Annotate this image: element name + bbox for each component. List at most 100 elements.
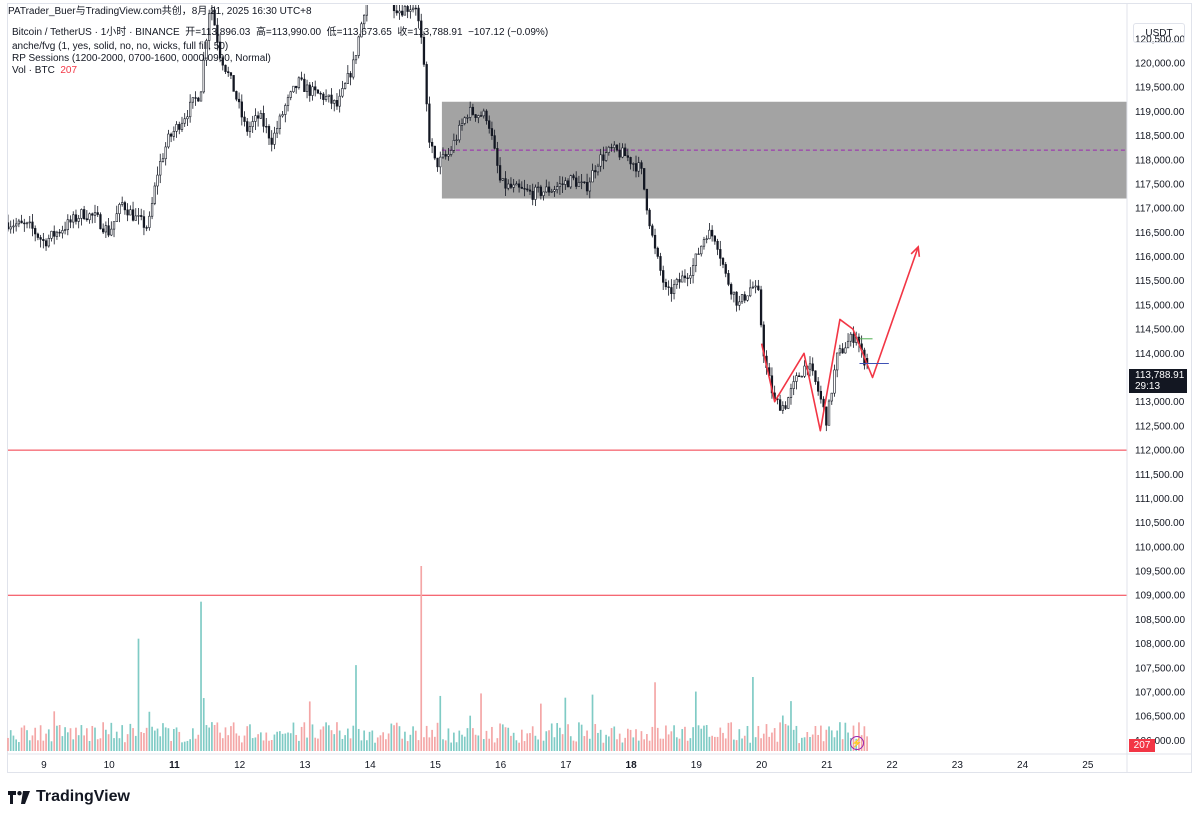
- candle-down: [314, 86, 317, 91]
- currency-button[interactable]: USDT: [1133, 23, 1185, 43]
- candle-up: [604, 152, 608, 161]
- volume-bar: [398, 726, 401, 751]
- volume-bar: [803, 737, 806, 751]
- candle-up: [251, 121, 254, 127]
- volume-bar: [303, 722, 306, 751]
- x-tick-label: 9: [41, 760, 47, 771]
- candle-down: [670, 287, 673, 295]
- symbol-legend: Bitcoin / TetherUS · 1小时 · BINANCE 开=113…: [12, 27, 548, 39]
- candle-up: [827, 400, 831, 426]
- volume-bar: [675, 737, 678, 751]
- volume-bar: [553, 737, 556, 751]
- volume-bar: [635, 729, 637, 751]
- candle-down: [531, 190, 534, 200]
- volume-bar: [132, 728, 134, 751]
- candle-up: [129, 209, 132, 216]
- volume-bar: [145, 727, 148, 751]
- volume-bar: [697, 725, 700, 751]
- volume-bar: [733, 739, 735, 751]
- candle-down: [349, 73, 352, 78]
- volume-bar: [439, 695, 442, 751]
- candle-down: [262, 113, 265, 127]
- candle-up: [789, 388, 793, 398]
- volume-bar: [28, 740, 31, 751]
- candle-up: [792, 381, 795, 389]
- volume-bar: [9, 730, 12, 751]
- candle-up: [202, 59, 205, 93]
- volume-bar: [863, 726, 866, 751]
- candle-down: [814, 370, 817, 382]
- candle-up: [477, 115, 480, 118]
- candle-up: [341, 88, 344, 97]
- candle-down: [719, 249, 722, 259]
- volume-bar: [31, 735, 34, 751]
- candle-up: [254, 115, 257, 122]
- volume-bar: [281, 733, 284, 751]
- candle-up: [738, 301, 741, 306]
- candle-up: [55, 231, 59, 237]
- volume-bar: [779, 722, 781, 751]
- candle-down: [825, 406, 828, 426]
- candle-down: [270, 137, 273, 145]
- candle-down: [496, 148, 499, 166]
- indicator-sessions-legend[interactable]: RP Sessions (1200-2000, 0700-1600, 0000-…: [12, 53, 271, 64]
- volume-bar: [716, 736, 719, 751]
- volume-bar: [23, 725, 26, 751]
- candle-down: [420, 20, 423, 38]
- volume-bar: [224, 727, 227, 751]
- volume-bar: [58, 725, 61, 751]
- indicator-fvg-legend[interactable]: anche/fvg (1, yes, solid, no, no, wicks,…: [12, 41, 229, 52]
- candle-down: [256, 115, 260, 119]
- projection-arrowhead: [910, 245, 921, 257]
- change-value: −107.12 (−0.09%): [468, 27, 549, 38]
- y-tick-label: 111,500.00: [1135, 470, 1184, 481]
- volume-bar: [643, 739, 646, 751]
- volume-label: Vol · BTC: [12, 65, 55, 76]
- volume-bar: [610, 728, 613, 751]
- volume-bar: [216, 722, 219, 751]
- volume-bar: [110, 722, 113, 751]
- candle-up: [189, 101, 192, 118]
- candle-up: [439, 156, 442, 168]
- candle-up: [175, 124, 178, 132]
- volume-bar: [175, 727, 178, 751]
- candle-up: [167, 133, 170, 148]
- volume-bar: [550, 723, 553, 751]
- volume-legend[interactable]: Vol · BTC 207: [12, 65, 77, 77]
- lightning-icon[interactable]: ⚡: [850, 736, 864, 750]
- x-tick-label: 21: [821, 760, 833, 771]
- volume-bar: [172, 729, 175, 751]
- symbol-line[interactable]: Bitcoin / TetherUS · 1小时 · BINANCE: [12, 27, 180, 38]
- candle-down: [716, 240, 719, 250]
- candle-up: [708, 229, 711, 240]
- volume-bar: [455, 742, 458, 751]
- x-tick-label: 23: [952, 760, 964, 771]
- open-value: 开=113,896.03: [185, 27, 251, 38]
- volume-bar: [724, 738, 727, 751]
- candle-down: [20, 220, 23, 224]
- candle-up: [803, 365, 806, 377]
- candle-down: [629, 157, 632, 165]
- volume-bar: [333, 734, 336, 751]
- y-tick-label: 108,500.00: [1135, 615, 1185, 626]
- volume-bar: [700, 728, 703, 751]
- x-tick-label: 13: [299, 760, 311, 771]
- volume-bar: [578, 722, 580, 751]
- volume-bar: [428, 737, 431, 751]
- candle-up: [159, 161, 162, 176]
- candle-up: [183, 118, 186, 124]
- candle-down: [561, 183, 564, 185]
- volume-bar: [743, 735, 746, 751]
- volume-bar: [186, 740, 189, 751]
- candle-down: [69, 219, 72, 223]
- volume-bar: [588, 738, 591, 751]
- close-value: 收=113,788.91: [397, 27, 463, 38]
- candle-down: [8, 222, 10, 230]
- candle-down: [34, 228, 37, 235]
- candle-up: [700, 245, 703, 255]
- candle-down: [395, 10, 398, 14]
- volume-bar: [259, 732, 262, 751]
- volume-bar: [390, 723, 393, 751]
- volume-bar: [488, 738, 491, 751]
